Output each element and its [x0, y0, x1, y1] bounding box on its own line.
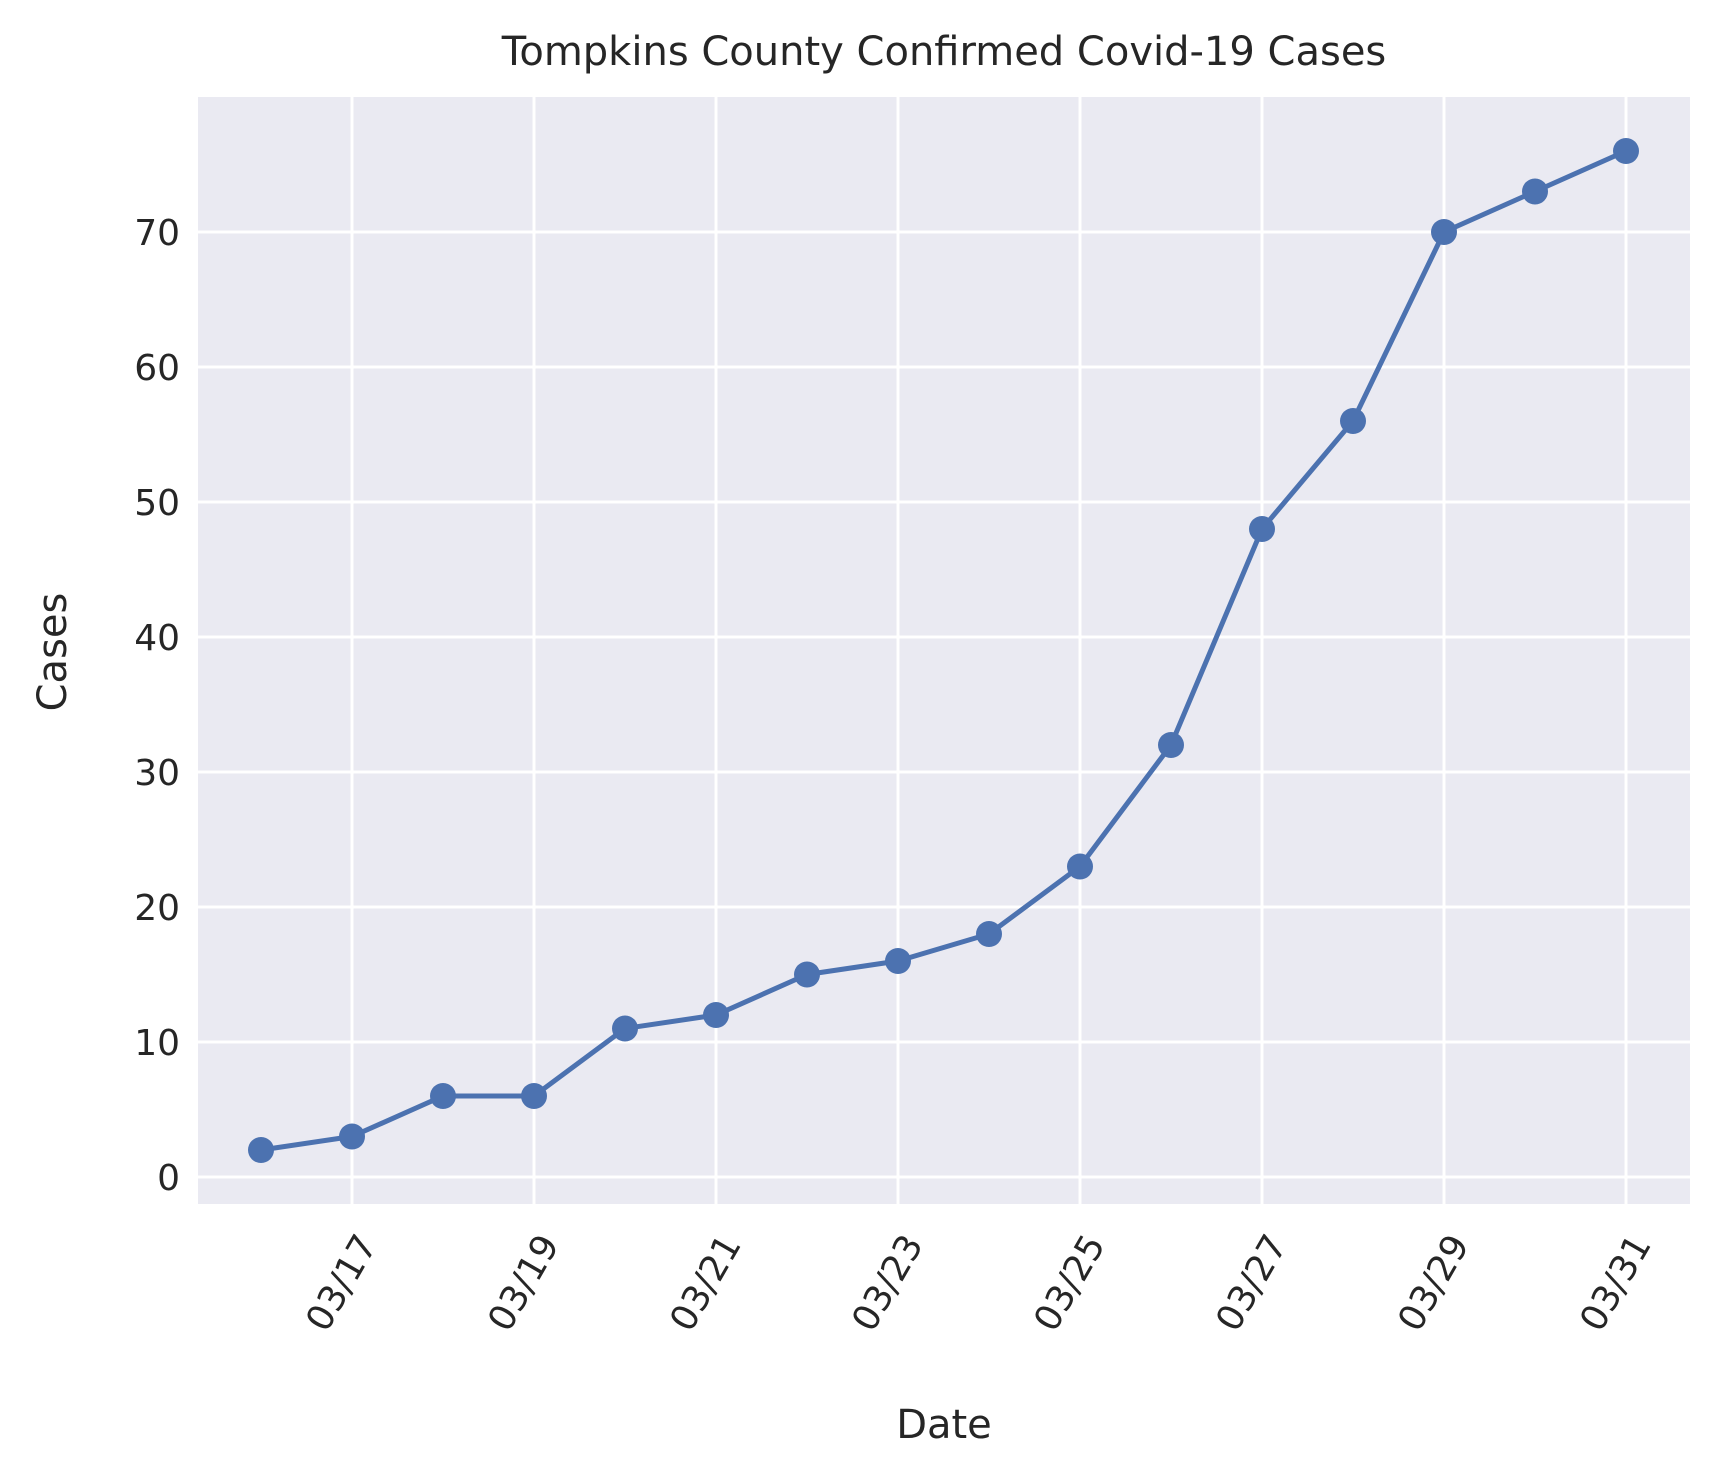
series-line: [258, 148, 1629, 1153]
y-tick-label: 0: [157, 1158, 180, 1199]
data-point: [1431, 219, 1457, 245]
y-tick-label: 50: [134, 483, 180, 524]
y-tick-label: 10: [134, 1023, 180, 1064]
plot-area: [198, 97, 1690, 1204]
data-point: [1249, 516, 1275, 542]
data-point: [1067, 853, 1093, 880]
chart-title: Tompkins County Confirmed Covid-19 Cases: [501, 29, 1387, 75]
data-point: [521, 1083, 547, 1109]
data-point: [612, 1015, 638, 1042]
data-point: [976, 921, 1002, 947]
x-axis-label: Date: [896, 1402, 992, 1448]
data-point: [703, 1002, 729, 1028]
y-tick-label: 30: [134, 753, 180, 794]
data-point: [1158, 732, 1184, 758]
y-tick-label: 70: [134, 213, 180, 254]
data-point: [1613, 138, 1639, 164]
data-points: [248, 138, 1639, 1163]
data-point: [885, 948, 911, 974]
y-tick-label: 60: [134, 348, 180, 389]
y-tick-label: 40: [134, 618, 180, 659]
data-point: [430, 1083, 456, 1109]
data-point: [794, 961, 820, 988]
data-point: [339, 1123, 365, 1150]
y-axis-label: Cases: [30, 593, 76, 712]
y-tick-labels: 0 10 20 30 40 50 60 70: [134, 213, 180, 1199]
data-point: [1340, 408, 1366, 434]
data-point: [248, 1137, 274, 1163]
data-point: [1522, 178, 1548, 205]
y-tick-label: 20: [134, 888, 180, 929]
